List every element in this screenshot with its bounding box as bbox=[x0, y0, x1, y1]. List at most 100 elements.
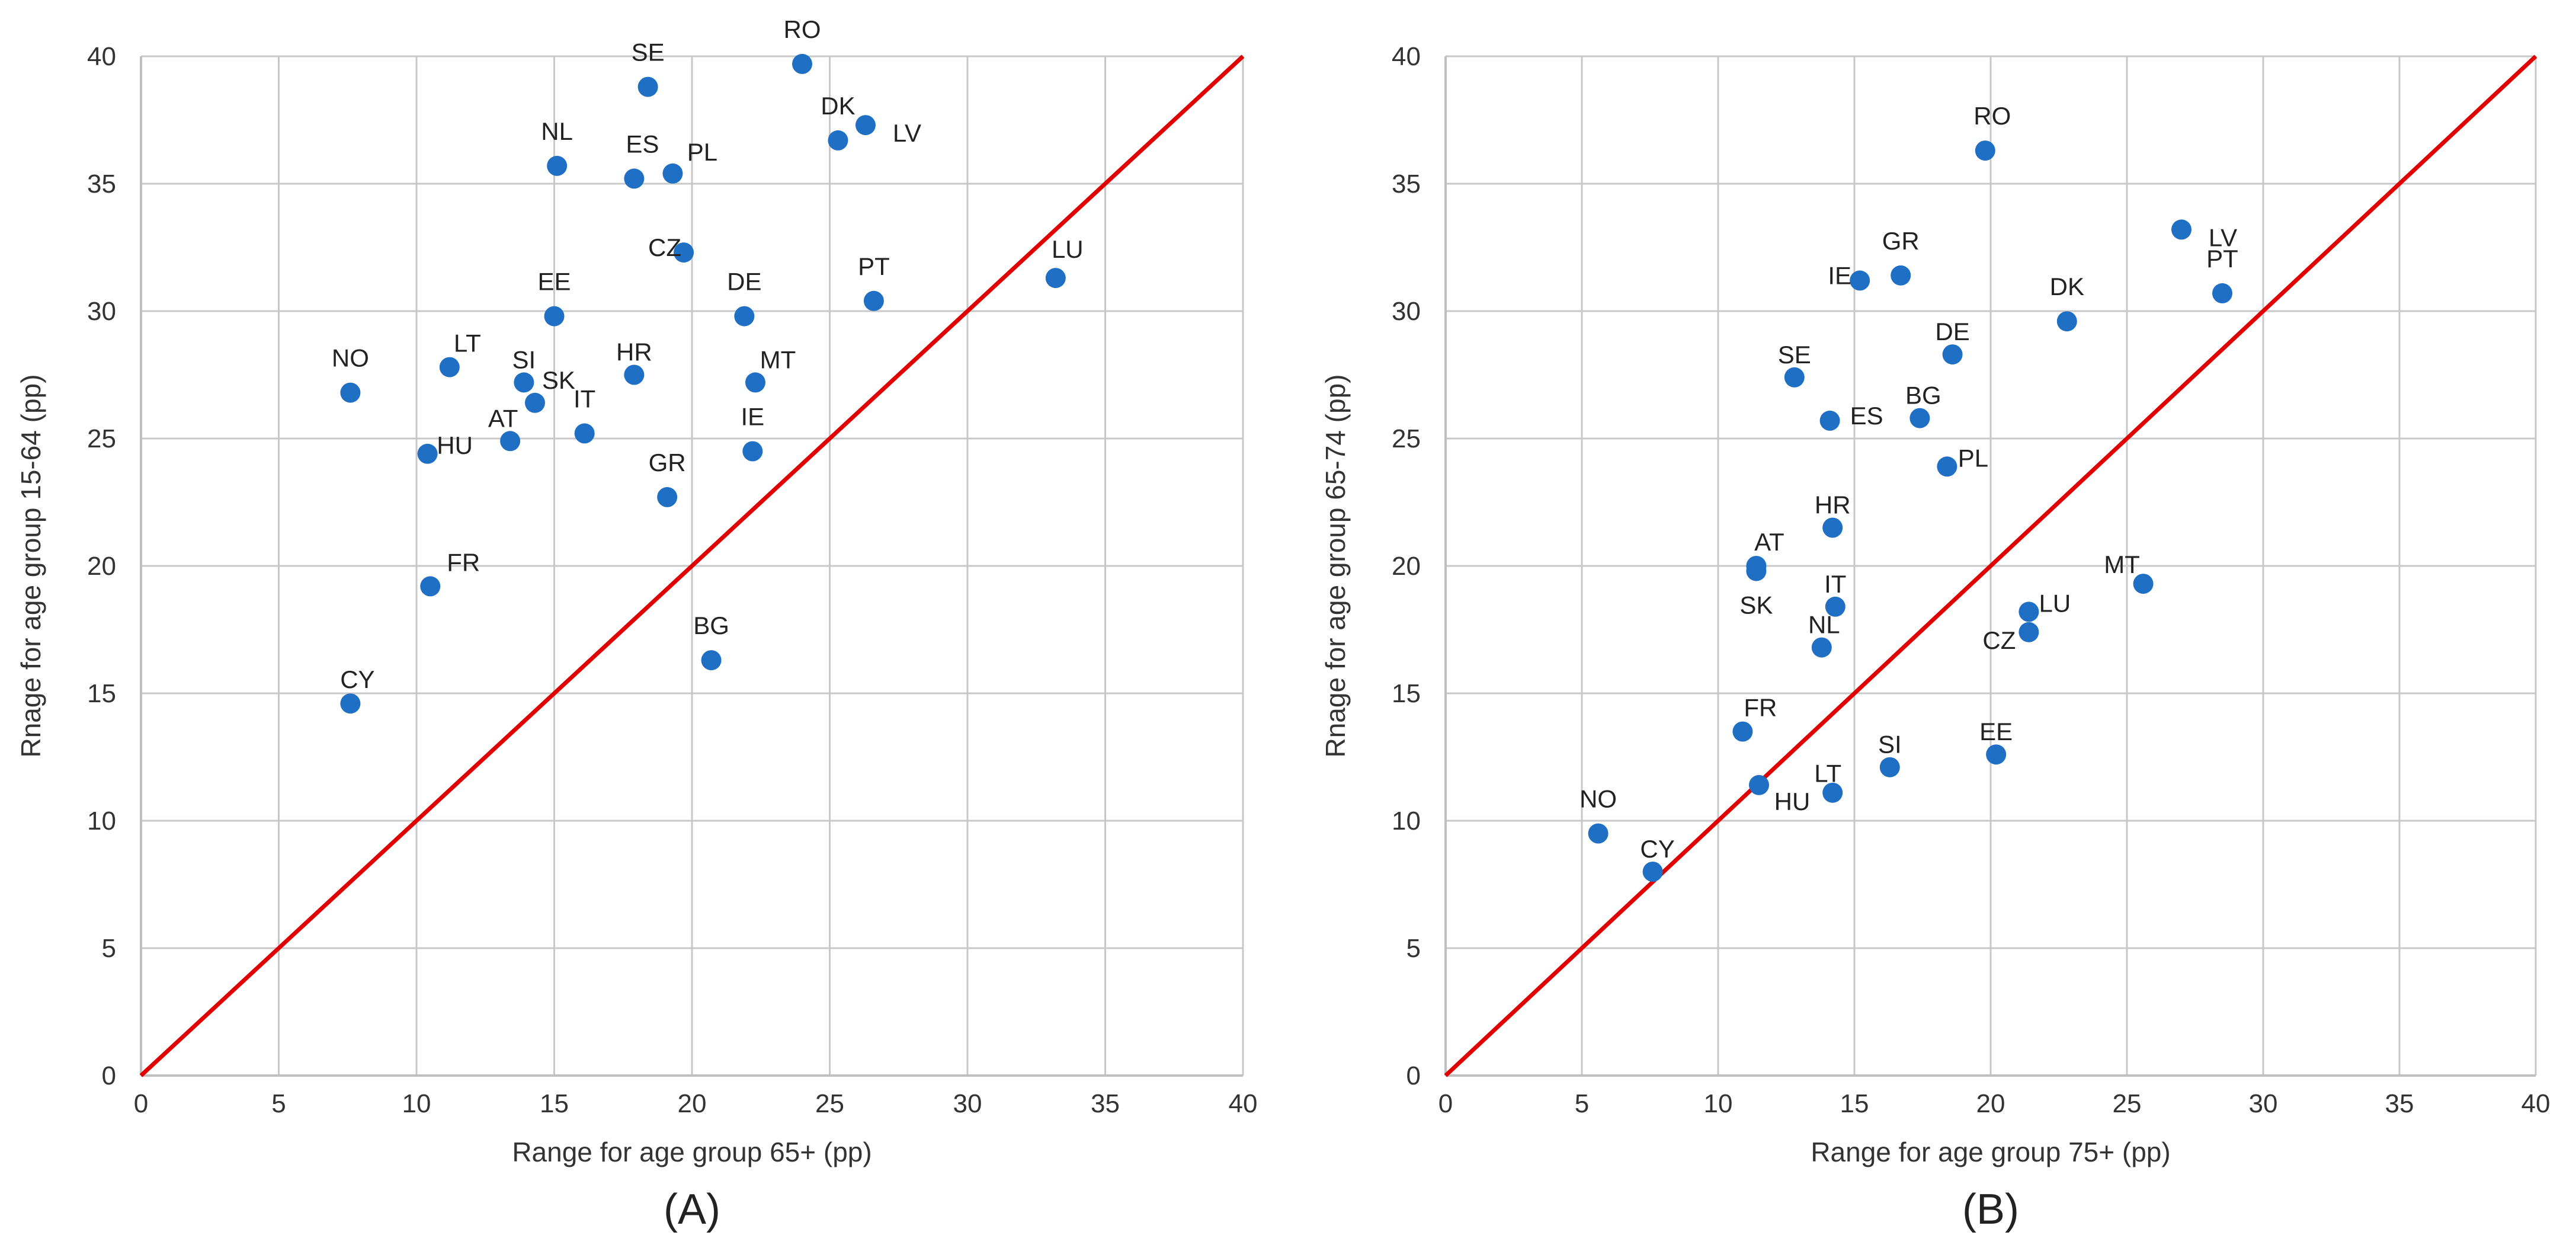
chart-a-point-at bbox=[500, 431, 521, 452]
chart-b-point-hr bbox=[1822, 517, 1843, 538]
chart-a-point-label-gr: GR bbox=[649, 449, 686, 476]
chart-b-reference-line bbox=[1444, 55, 2537, 1077]
chart-a-ytick-label: 25 bbox=[87, 424, 116, 453]
chart-a-point-es bbox=[624, 168, 645, 189]
chart-a-x-axis-title: Range for age group 65+ (pp) bbox=[512, 1137, 872, 1167]
chart-a-xtick-label: 40 bbox=[1229, 1089, 1258, 1118]
chart-a-point-label-pl: PL bbox=[687, 138, 717, 166]
chart-b-point-mt bbox=[2133, 574, 2154, 594]
chart-a-point-nl bbox=[547, 155, 568, 176]
chart-b-point-label-hr: HR bbox=[1815, 491, 1851, 519]
chart-b-point-pt bbox=[2212, 283, 2232, 303]
chart-b-point-label-at: AT bbox=[1754, 528, 1784, 556]
chart-a-ytick-label: 20 bbox=[87, 552, 116, 581]
chart-a-xtick-label: 10 bbox=[402, 1089, 431, 1118]
chart-a-xtick-label: 0 bbox=[134, 1089, 148, 1118]
chart-b-ytick-label: 0 bbox=[1406, 1061, 1421, 1090]
chart-a-point-it bbox=[574, 423, 595, 444]
chart-b-xtick-label: 30 bbox=[2249, 1089, 2278, 1118]
chart-a-point-label-se: SE bbox=[632, 39, 665, 66]
chart-a-point-label-dk: DK bbox=[821, 92, 855, 120]
chart-a-point-label-es: ES bbox=[626, 130, 659, 158]
chart-b-point-es bbox=[1819, 410, 1840, 431]
chart-b-point-label-mt: MT bbox=[2104, 551, 2140, 578]
chart-a-point-de bbox=[734, 306, 755, 327]
chart-a-point-label-ee: EE bbox=[537, 268, 571, 296]
chart-a-point-label-mt: MT bbox=[760, 345, 796, 373]
chart-b-point-dk bbox=[2056, 311, 2077, 332]
chart-b-y-axis-title: Rnage for age group 65-74 (pp) bbox=[1320, 375, 1351, 758]
chart-a-panel-label: (A) bbox=[664, 1186, 720, 1233]
chart-b-point-ie bbox=[1850, 270, 1870, 291]
chart-b-ytick-label: 20 bbox=[1392, 552, 1421, 581]
chart-b-ytick-label: 15 bbox=[1392, 679, 1421, 708]
chart-b-point-de bbox=[1942, 344, 1963, 365]
chart-a-point-label-lt: LT bbox=[454, 329, 481, 357]
chart-b-point-label-se: SE bbox=[1778, 341, 1811, 369]
chart-b-ytick-label: 40 bbox=[1392, 42, 1421, 71]
chart-a-ytick-label: 30 bbox=[87, 297, 116, 326]
chart-b-point-label-ie: IE bbox=[1828, 261, 1851, 289]
chart-a-reference-line bbox=[139, 55, 1245, 1077]
chart-a-point-dk bbox=[828, 130, 848, 151]
chart-b-xtick-label: 35 bbox=[2385, 1089, 2414, 1118]
chart-a-point-label-hr: HR bbox=[616, 338, 652, 366]
chart-b-point-label-cy: CY bbox=[1640, 835, 1674, 863]
chart-b-point-label-ee: EE bbox=[1979, 718, 2013, 745]
chart-b-point-se bbox=[1784, 367, 1805, 388]
chart-a-xtick-label: 5 bbox=[271, 1089, 286, 1118]
chart-a-point-label-cy: CY bbox=[340, 665, 374, 693]
chart-b-xtick-label: 0 bbox=[1438, 1089, 1453, 1118]
chart-a-point-ee bbox=[544, 306, 565, 327]
chart-a-point-cz bbox=[674, 242, 694, 263]
chart-a-point-hu bbox=[417, 443, 438, 464]
chart-a-point-label-bg: BG bbox=[693, 612, 729, 639]
chart-b-point-label-it: IT bbox=[1824, 570, 1846, 598]
chart-a-point-label-at: AT bbox=[488, 404, 518, 432]
chart-b-point-si bbox=[1879, 757, 1900, 777]
chart-b-point-lu bbox=[2018, 601, 2039, 622]
chart-a-xtick-label: 30 bbox=[953, 1089, 982, 1118]
chart-b-point-hu bbox=[1749, 775, 1769, 795]
chart-a-point-fr bbox=[420, 576, 441, 597]
chart-b-point-label-cz: CZ bbox=[1982, 626, 2016, 654]
chart-b-point-label-hu: HU bbox=[1774, 788, 1811, 815]
chart-a-point-label-hu: HU bbox=[437, 431, 473, 459]
chart-b-xtick-label: 25 bbox=[2113, 1089, 2142, 1118]
chart-a-xtick-label: 25 bbox=[815, 1089, 844, 1118]
chart-a-point-label-ro: RO bbox=[784, 15, 821, 43]
chart-a-point-se bbox=[637, 76, 658, 97]
chart-b-point-lv bbox=[2171, 219, 2191, 240]
chart-b-panel-label: (B) bbox=[1962, 1186, 2019, 1233]
chart-a-point-label-it: IT bbox=[573, 385, 595, 412]
chart-a-point-label-lu: LU bbox=[1052, 235, 1084, 263]
chart-b-ytick-label: 35 bbox=[1392, 169, 1421, 199]
chart-a-point-label-nl: NL bbox=[541, 117, 573, 145]
chart-b-point-pl bbox=[1937, 456, 1957, 477]
chart-a-point-label-fr: FR bbox=[447, 548, 480, 576]
chart-a-ytick-label: 15 bbox=[87, 679, 116, 708]
chart-b-xtick-label: 15 bbox=[1840, 1089, 1869, 1118]
chart-b-xtick-label: 20 bbox=[1976, 1089, 2005, 1118]
chart-a-point-ie bbox=[742, 441, 763, 462]
chart-b-point-gr bbox=[1891, 265, 1911, 286]
chart-a-point-label-si: SI bbox=[512, 345, 536, 373]
chart-b-point-label-lt: LT bbox=[1814, 760, 1841, 788]
chart-b-point-bg bbox=[1909, 408, 1930, 428]
chart-a-y-axis-title: Rnage for age group 15-64 (pp) bbox=[15, 375, 46, 758]
chart-b-point-label-lu: LU bbox=[2039, 589, 2071, 617]
chart-a-ytick-label: 40 bbox=[87, 42, 116, 71]
chart-a-point-label-de: DE bbox=[727, 268, 761, 296]
chart-a-point-ro bbox=[792, 53, 812, 74]
chart-b-point-lt bbox=[1822, 782, 1843, 803]
chart-a-ytick-label: 35 bbox=[87, 169, 116, 199]
chart-a-point-label-lv: LV bbox=[893, 119, 921, 147]
chart-b-ytick-label: 10 bbox=[1392, 807, 1421, 836]
chart-a-point-gr bbox=[657, 487, 678, 507]
chart-a-xtick-label: 20 bbox=[678, 1089, 707, 1118]
chart-a-point-lu bbox=[1045, 268, 1066, 289]
chart-a-point-lt bbox=[439, 357, 460, 377]
chart-a-point-mt bbox=[745, 372, 765, 393]
chart-a-point-no bbox=[340, 382, 361, 403]
